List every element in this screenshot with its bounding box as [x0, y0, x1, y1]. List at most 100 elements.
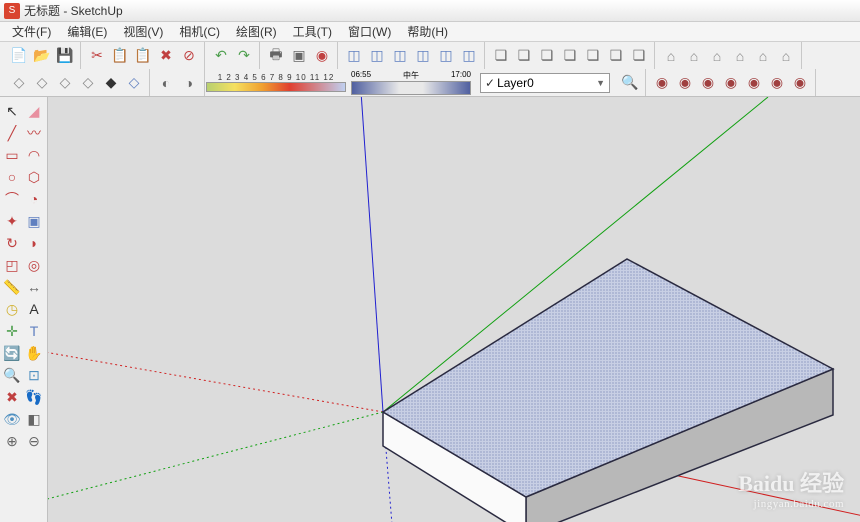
text-tool[interactable]: A — [24, 299, 44, 319]
model2-icon[interactable]: ◉ — [311, 45, 333, 67]
freehand-tool[interactable]: 〰 — [24, 123, 44, 143]
cube5-icon[interactable]: ◫ — [435, 45, 457, 67]
style6-icon[interactable]: ◇ — [123, 72, 145, 94]
title-bar: S 无标题 - SketchUp — [0, 0, 860, 22]
shadow1-icon[interactable]: ◐ — [155, 72, 177, 94]
goo4-icon[interactable]: ◉ — [720, 72, 742, 94]
menu-item-1[interactable]: 编辑(E) — [59, 23, 115, 40]
cube3-icon[interactable]: ◫ — [389, 45, 411, 67]
new-icon[interactable]: 📄 — [8, 45, 30, 67]
layer-select[interactable]: ✓Layer0▼ — [480, 73, 610, 93]
menu-bar: 文件(F)编辑(E)视图(V)相机(C)绘图(R)工具(T)窗口(W)帮助(H) — [0, 22, 860, 42]
cancel-icon[interactable]: ⊘ — [178, 45, 200, 67]
shadow2-icon[interactable]: ◑ — [178, 72, 200, 94]
layer5-icon[interactable]: ❏ — [582, 45, 604, 67]
goo5-icon[interactable]: ◉ — [743, 72, 765, 94]
goo6-icon[interactable]: ◉ — [766, 72, 788, 94]
protractor-tool[interactable]: ◷ — [2, 299, 22, 319]
house1-icon[interactable]: ⌂ — [660, 45, 682, 67]
zoomwindow-tool[interactable]: ⊡ — [24, 365, 44, 385]
pan-tool[interactable]: ✋ — [24, 343, 44, 363]
month-gradient[interactable] — [206, 82, 346, 92]
viewport[interactable]: Baidu 经验 jingyan.baidu.com — [48, 97, 860, 522]
eraser-tool[interactable]: ◢ — [24, 101, 44, 121]
house3-icon[interactable]: ⌂ — [706, 45, 728, 67]
house2-icon[interactable]: ⌂ — [683, 45, 705, 67]
house4-icon[interactable]: ⌂ — [729, 45, 751, 67]
cut-icon[interactable]: ✂ — [86, 45, 108, 67]
house5-icon[interactable]: ⌂ — [752, 45, 774, 67]
pushpull-tool[interactable]: ▣ — [24, 211, 44, 231]
arc2-tool[interactable]: ⌒ — [2, 189, 22, 209]
print-icon[interactable]: 🖶 — [265, 45, 287, 67]
cube4-icon[interactable]: ◫ — [412, 45, 434, 67]
paste-icon[interactable]: 📋 — [132, 45, 154, 67]
menu-item-0[interactable]: 文件(F) — [4, 23, 59, 40]
cube1-icon[interactable]: ◫ — [343, 45, 365, 67]
menu-item-6[interactable]: 窗口(W) — [340, 23, 399, 40]
cube6-icon[interactable]: ◫ — [458, 45, 480, 67]
axes-tool[interactable]: ✛ — [2, 321, 22, 341]
time-slider[interactable] — [351, 81, 471, 95]
rotate-tool[interactable]: ↻ — [2, 233, 22, 253]
style2-icon[interactable]: ◇ — [31, 72, 53, 94]
toolbar-row-1: 📄📂💾✂📋📋✖⊘↶↷🖶▣◉◫◫◫◫◫◫❏❏❏❏❏❏❏⌂⌂⌂⌂⌂⌂ — [0, 42, 860, 69]
polygon-tool[interactable]: ⬡ — [24, 167, 44, 187]
goo3-icon[interactable]: ◉ — [697, 72, 719, 94]
scene-canvas — [48, 97, 860, 522]
save-icon[interactable]: 💾 — [54, 45, 76, 67]
layer3-icon[interactable]: ❏ — [536, 45, 558, 67]
workspace: ↖◢╱〰▭◠○⬡⌒◔✦▣↻◗◰◎📏↔◷A✛T🔄✋🔍⊡✖👣👁◧⊕⊖ Baidu 经… — [0, 97, 860, 522]
pie-tool[interactable]: ◔ — [24, 189, 44, 209]
3dtext-tool[interactable]: T — [24, 321, 44, 341]
followme-tool[interactable]: ◗ — [24, 233, 44, 253]
tape-tool[interactable]: 📏 — [2, 277, 22, 297]
orbit-tool[interactable]: 🔄 — [2, 343, 22, 363]
layer1-icon[interactable]: ❏ — [490, 45, 512, 67]
position-tool[interactable]: ✖ — [2, 387, 22, 407]
goo7-icon[interactable]: ◉ — [789, 72, 811, 94]
arc-tool[interactable]: ◠ — [24, 145, 44, 165]
layer4-icon[interactable]: ❏ — [559, 45, 581, 67]
open-icon[interactable]: 📂 — [31, 45, 53, 67]
rect-tool[interactable]: ▭ — [2, 145, 22, 165]
layer2-icon[interactable]: ❏ — [513, 45, 535, 67]
menu-item-3[interactable]: 相机(C) — [171, 23, 228, 40]
time-labels: 06:55中午17:00 — [351, 70, 471, 81]
goo1-icon[interactable]: ◉ — [651, 72, 673, 94]
scale-tool[interactable]: ◰ — [2, 255, 22, 275]
extra1-tool[interactable]: ⊕ — [2, 431, 22, 451]
window-title: 无标题 - SketchUp — [24, 2, 123, 19]
circle-tool[interactable]: ○ — [2, 167, 22, 187]
line-tool[interactable]: ╱ — [2, 123, 22, 143]
move-tool[interactable]: ✦ — [2, 211, 22, 231]
select-tool[interactable]: ↖ — [2, 101, 22, 121]
extra2-tool[interactable]: ⊖ — [24, 431, 44, 451]
style3-icon[interactable]: ◇ — [54, 72, 76, 94]
menu-item-7[interactable]: 帮助(H) — [399, 23, 456, 40]
delete-icon[interactable]: ✖ — [155, 45, 177, 67]
zoom-tool[interactable]: 🔍 — [2, 365, 22, 385]
month-labels: 1 2 3 4 5 6 7 8 9 10 11 12 — [218, 73, 335, 82]
cube2-icon[interactable]: ◫ — [366, 45, 388, 67]
redo-icon[interactable]: ↷ — [233, 45, 255, 67]
undo-icon[interactable]: ↶ — [210, 45, 232, 67]
section-tool[interactable]: ◧ — [24, 409, 44, 429]
layer6-icon[interactable]: ❏ — [605, 45, 627, 67]
menu-item-5[interactable]: 工具(T) — [285, 23, 340, 40]
dimension-tool[interactable]: ↔ — [24, 277, 44, 297]
menu-item-2[interactable]: 视图(V) — [115, 23, 171, 40]
lookaround-tool[interactable]: 👁 — [2, 409, 22, 429]
style5-icon[interactable]: ◆ — [100, 72, 122, 94]
model-icon[interactable]: ▣ — [288, 45, 310, 67]
search-icon[interactable]: 🔍 — [619, 72, 641, 94]
layer7-icon[interactable]: ❏ — [628, 45, 650, 67]
walk-tool[interactable]: 👣 — [24, 387, 44, 407]
style4-icon[interactable]: ◇ — [77, 72, 99, 94]
copy-icon[interactable]: 📋 — [109, 45, 131, 67]
style1-icon[interactable]: ◇ — [8, 72, 30, 94]
goo2-icon[interactable]: ◉ — [674, 72, 696, 94]
menu-item-4[interactable]: 绘图(R) — [228, 23, 285, 40]
offset-tool[interactable]: ◎ — [24, 255, 44, 275]
house6-icon[interactable]: ⌂ — [775, 45, 797, 67]
